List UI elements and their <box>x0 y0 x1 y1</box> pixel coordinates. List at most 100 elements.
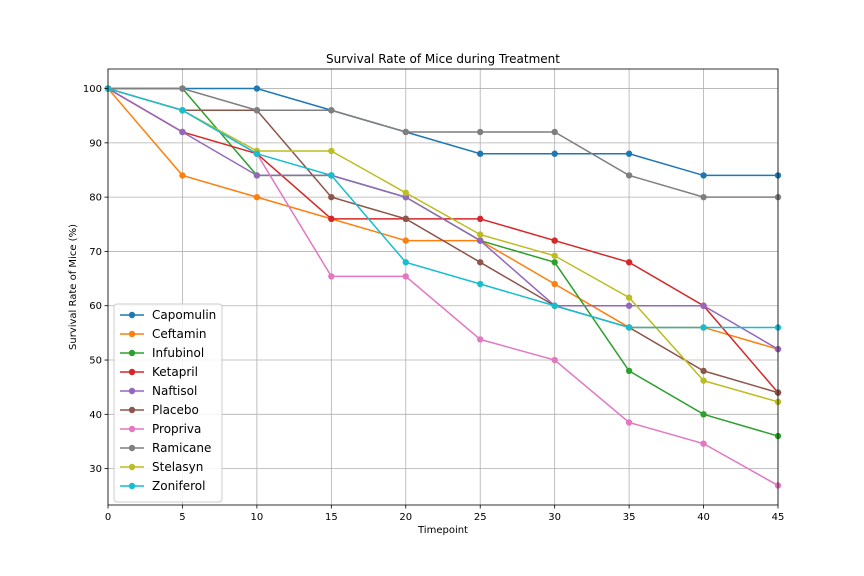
x-tick-label: 30 <box>548 512 561 523</box>
legend-swatch-marker <box>128 311 136 319</box>
x-tick-label: 5 <box>179 512 185 523</box>
data-point-ketapril <box>551 237 558 244</box>
data-point-capomulin <box>625 150 633 157</box>
series-line-ramicane <box>108 87 778 198</box>
legend-label: Naftisol <box>152 384 197 398</box>
series-line-naftisol <box>107 87 779 350</box>
data-point-placebo <box>402 215 409 223</box>
legend-item: Capomulin <box>120 308 216 322</box>
data-point-capomulin <box>700 172 707 179</box>
y-tick-label: 60 <box>89 301 102 312</box>
data-point-ramicane <box>253 107 261 114</box>
data-point-placebo <box>328 193 335 201</box>
series-line-stelasyn <box>107 87 779 403</box>
x-tick-label: 45 <box>772 512 785 523</box>
series-line-placebo <box>107 87 779 394</box>
x-tick-label: 35 <box>623 512 636 523</box>
data-point-zoniferol <box>328 172 335 179</box>
data-point-ketapril <box>477 215 484 223</box>
legend-label: Propriva <box>152 422 201 436</box>
data-point-stelasyn <box>700 377 707 384</box>
data-point-ramicane <box>179 85 186 92</box>
legend-swatch-marker <box>128 425 136 433</box>
x-tick-label: 25 <box>474 512 487 523</box>
series-line-capomulin <box>108 87 778 177</box>
legend-label: Ketapril <box>152 365 198 379</box>
legend-item: Placebo <box>120 403 199 417</box>
data-point-ramicane <box>625 172 633 179</box>
data-point-propriva <box>625 419 633 426</box>
legend-swatch-marker <box>128 406 136 414</box>
legend-swatch-marker <box>128 444 136 452</box>
y-axis-label: Survival Rate of Mice (%) <box>68 224 79 350</box>
legend-label: Ramicane <box>152 441 211 455</box>
y-tick-label: 70 <box>89 247 102 258</box>
y-tick-label: 100 <box>83 84 102 95</box>
data-point-infubinol <box>625 367 633 375</box>
data-point-naftisol <box>625 302 633 309</box>
data-point-stelasyn <box>625 294 633 301</box>
data-point-naftisol <box>700 302 707 309</box>
data-point-capomulin <box>477 150 484 157</box>
data-point-ketapril <box>625 259 633 266</box>
data-point-ceftamin <box>253 193 261 201</box>
x-tick-label: 10 <box>251 512 264 523</box>
legend-swatch-marker <box>128 330 136 338</box>
data-point-propriva <box>477 336 484 343</box>
data-point-propriva <box>700 440 707 447</box>
legend-label: Zoniferol <box>152 479 205 493</box>
data-point-placebo <box>700 367 707 375</box>
data-point-ramicane <box>700 193 707 201</box>
chart-title: Survival Rate of Mice during Treatment <box>326 52 560 66</box>
data-point-ramicane <box>551 128 558 136</box>
legend-swatch-marker <box>128 349 136 357</box>
x-tick-label: 15 <box>325 512 338 523</box>
legend-item: Ketapril <box>120 365 198 379</box>
data-point-placebo <box>477 259 484 266</box>
legend-item: Stelasyn <box>120 460 203 474</box>
data-point-propriva <box>551 356 558 364</box>
legend-swatch-marker <box>128 387 136 395</box>
y-tick-label: 50 <box>89 356 102 367</box>
legend-swatch-marker <box>128 482 136 490</box>
y-tick-label: 80 <box>89 193 102 204</box>
data-point-stelasyn <box>402 189 409 196</box>
legend-item: Zoniferol <box>120 479 205 493</box>
x-tick-label: 40 <box>697 512 710 523</box>
data-point-naftisol <box>477 237 484 244</box>
legend-item: Infubinol <box>120 346 204 360</box>
x-axis: 0 5 10 15 20 25 30 35 40 45 <box>105 505 785 523</box>
legend-swatch-marker <box>128 463 136 471</box>
data-point-infubinol <box>551 259 558 266</box>
data-point-zoniferol <box>625 324 633 331</box>
data-point-propriva <box>402 273 409 280</box>
data-point-stelasyn <box>328 147 335 155</box>
data-point-infubinol <box>700 411 707 418</box>
series-line-zoniferol <box>107 87 778 329</box>
data-point-capomulin <box>551 150 558 157</box>
legend-label: Stelasyn <box>152 460 203 474</box>
data-point-ramicane <box>328 107 335 114</box>
y-tick-label: 90 <box>89 138 102 149</box>
legend: Capomulin Ceftamin Infubinol Ketapril Naftis… <box>113 303 223 503</box>
data-point-zoniferol <box>551 302 558 309</box>
data-point-stelasyn <box>551 252 558 259</box>
data-point-propriva <box>328 273 335 280</box>
data-point-ramicane <box>402 128 409 136</box>
series-zoniferol <box>104 85 782 331</box>
data-point-stelasyn <box>477 231 484 238</box>
legend-label: Infubinol <box>152 346 204 360</box>
data-point-ketapril <box>328 215 335 223</box>
data-point-zoniferol <box>253 150 261 157</box>
data-point-zoniferol <box>402 259 409 266</box>
data-point-zoniferol <box>179 107 186 114</box>
legend-item: Naftisol <box>120 384 197 398</box>
data-point-ceftamin <box>402 237 409 244</box>
series-layer <box>104 85 782 489</box>
data-point-zoniferol <box>477 280 484 288</box>
y-tick-label: 30 <box>89 464 102 475</box>
data-point-capomulin <box>253 85 261 92</box>
x-axis-label: Timepoint <box>417 525 468 536</box>
legend-swatch-marker <box>128 368 136 376</box>
